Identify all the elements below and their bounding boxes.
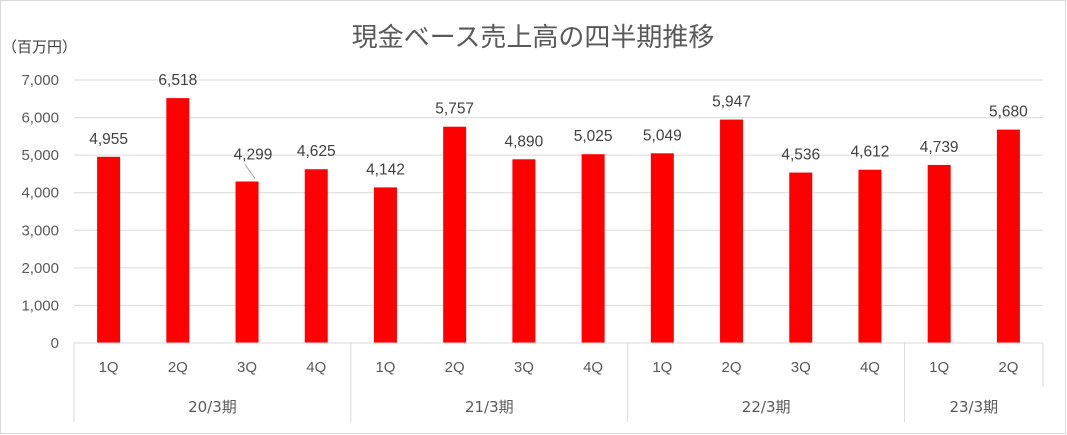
bar (373, 187, 397, 343)
group-label: 22/3期 (742, 398, 791, 416)
group-label: 23/3期 (949, 398, 998, 416)
data-label: 5,049 (643, 127, 682, 144)
data-label: 6,518 (158, 72, 197, 89)
data-label: 4,299 (234, 146, 273, 163)
data-label: 4,625 (297, 143, 336, 160)
x-tick-label: 3Q (791, 359, 811, 376)
bar (166, 98, 190, 343)
x-tick-label: 2Q (445, 359, 465, 376)
data-label: 4,536 (781, 147, 820, 164)
data-label: 4,739 (920, 139, 959, 156)
x-tick-label: 4Q (860, 359, 880, 376)
bar (443, 126, 467, 343)
y-tick-label: 2,000 (21, 260, 59, 277)
data-label: 5,680 (989, 104, 1028, 121)
x-tick-label: 1Q (652, 359, 672, 376)
x-tick-label: 2Q (998, 359, 1018, 376)
x-tick-label: 3Q (237, 359, 257, 376)
unit-label: （百万円） (2, 38, 77, 56)
data-label: 5,947 (712, 94, 751, 111)
y-tick-label: 3,000 (21, 222, 59, 239)
data-label-leader (244, 164, 256, 179)
x-tick-label: 3Q (514, 359, 534, 376)
bar (650, 153, 674, 343)
x-tick-label: 1Q (375, 359, 395, 376)
bar (512, 159, 536, 343)
gridlines (74, 79, 1043, 306)
bars (97, 98, 1020, 343)
x-tick-label: 1Q (99, 359, 119, 376)
x-tick-label: 4Q (583, 359, 603, 376)
y-tick-label: 1,000 (21, 297, 59, 314)
bar (304, 169, 328, 343)
data-label: 4,142 (366, 161, 405, 178)
data-label: 4,612 (851, 144, 890, 161)
chart-title: 現金ベース売上高の四半期推移 (352, 23, 715, 53)
bar (789, 172, 813, 343)
x-tick-label: 2Q (722, 359, 742, 376)
axes: 0 1,000 2,000 3,000 4,000 5,000 6,000 7,000 1Q 2Q… (21, 72, 1044, 422)
bar (996, 129, 1020, 343)
bar (235, 181, 259, 343)
data-label: 4,955 (89, 131, 128, 148)
y-tick-label: 5,000 (21, 147, 59, 164)
group-label: 21/3期 (465, 398, 514, 416)
x-tick-label: 2Q (168, 359, 188, 376)
y-tick-label: 0 (51, 335, 59, 352)
data-label: 4,890 (504, 133, 543, 150)
bar (581, 154, 605, 343)
data-label: 5,757 (435, 101, 474, 118)
bar (720, 119, 744, 343)
data-label: 5,025 (574, 128, 613, 145)
bar (97, 156, 121, 343)
y-tick-label: 6,000 (21, 110, 59, 127)
data-labels: 4,955 6,518 4,299 4,625 4,142 5,757 4,890 5,025… (89, 72, 1028, 179)
bar (858, 169, 882, 343)
group-label: 20/3期 (188, 398, 237, 416)
y-tick-label: 4,000 (21, 185, 59, 202)
bar (927, 164, 951, 343)
y-tick-label: 7,000 (21, 72, 59, 89)
x-tick-label: 4Q (306, 359, 326, 376)
x-tick-label: 1Q (929, 359, 949, 376)
